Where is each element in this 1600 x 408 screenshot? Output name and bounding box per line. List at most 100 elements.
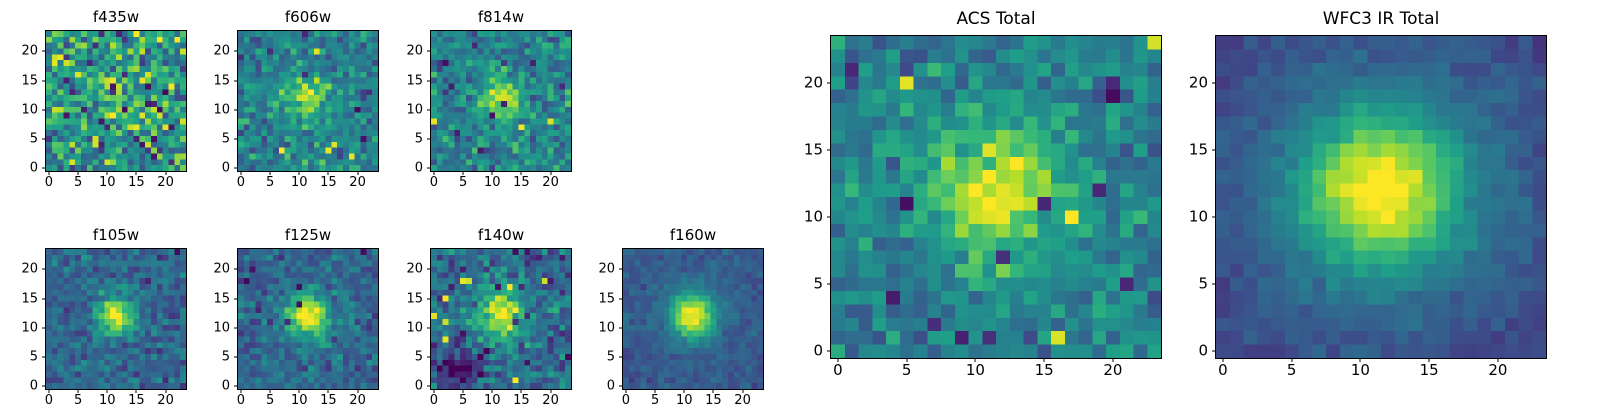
y-tick-mark: [234, 109, 238, 111]
y-tick-mark: [427, 268, 431, 270]
y-tick-label: 0: [1198, 341, 1208, 360]
y-tick-mark: [234, 138, 238, 140]
y-tick-label: 5: [221, 349, 230, 365]
y-tick-mark: [427, 138, 431, 140]
y-tick-mark: [42, 356, 46, 358]
y-tick-mark: [42, 138, 46, 140]
panel-title-f435w: f435w: [92, 8, 140, 26]
x-tick-mark: [77, 389, 79, 393]
x-tick-label: 15: [513, 393, 530, 408]
x-tick-mark: [433, 171, 435, 175]
panel-title-f606w: f606w: [284, 8, 332, 26]
y-tick-mark: [42, 327, 46, 329]
y-tick-label: 0: [606, 378, 615, 394]
x-tick-label: 10: [483, 175, 501, 190]
y-tick-label: 15: [406, 73, 423, 89]
x-tick-mark: [135, 171, 137, 175]
x-tick-label: 0: [44, 175, 54, 190]
x-tick-mark: [48, 389, 50, 393]
x-tick-label: 15: [705, 393, 722, 408]
y-tick-label: 20: [213, 261, 230, 277]
y-tick-label: 10: [803, 207, 823, 226]
x-tick-label: 5: [265, 393, 275, 408]
heatmap-canvas-f606w: [238, 31, 378, 171]
y-tick-mark: [234, 268, 238, 270]
x-tick-label: 15: [128, 393, 145, 408]
x-tick-label: 10: [675, 393, 693, 408]
panel-title-f814w: f814w: [477, 8, 525, 26]
x-tick-label: 5: [458, 175, 468, 190]
panel-wfc3-ir-total: WFC3 IR Total 0 5 10 15 20 0 5 10 15 20: [1189, 11, 1547, 378]
heatmap-canvas-f435w: [46, 31, 186, 171]
y-tick-mark: [42, 298, 46, 300]
y-tick-mark: [234, 385, 238, 387]
x-tick-label: 20: [157, 175, 174, 190]
y-tick-label: 5: [813, 274, 823, 293]
x-tick-mark: [1222, 358, 1224, 362]
y-tick-mark: [827, 350, 831, 352]
x-tick-mark: [433, 389, 435, 393]
x-tick-label: 0: [429, 393, 439, 408]
y-tick-label: 10: [406, 320, 423, 336]
x-tick-mark: [1043, 358, 1045, 362]
y-tick-label: 10: [598, 320, 615, 336]
y-tick-mark: [42, 80, 46, 82]
y-tick-label: 0: [813, 341, 823, 360]
x-tick-mark: [654, 389, 656, 393]
y-tick-mark: [42, 50, 46, 52]
y-tick-label: 10: [213, 102, 230, 118]
panel-f105w: f105w 0 5 10 15 20 0 5 10 15 20: [21, 228, 187, 407]
panel-f606w: f606w 0 5 10 15 20 0 5 10 15 20: [213, 10, 379, 189]
x-tick-mark: [135, 389, 137, 393]
y-tick-mark: [234, 50, 238, 52]
x-tick-mark: [298, 171, 300, 175]
y-tick-mark: [619, 268, 623, 270]
x-tick-mark: [550, 171, 552, 175]
x-tick-mark: [77, 171, 79, 175]
y-tick-label: 20: [598, 261, 615, 277]
x-tick-label: 10: [98, 393, 116, 408]
x-tick-mark: [462, 389, 464, 393]
x-tick-mark: [165, 389, 167, 393]
y-tick-mark: [619, 385, 623, 387]
y-tick-mark: [42, 268, 46, 270]
y-tick-label: 20: [803, 73, 823, 92]
x-tick-mark: [327, 389, 329, 393]
x-tick-mark: [357, 171, 359, 175]
x-tick-label: 15: [128, 175, 145, 190]
y-tick-mark: [827, 216, 831, 218]
x-tick-label: 20: [349, 393, 366, 408]
y-tick-label: 15: [406, 291, 423, 307]
x-tick-mark: [491, 389, 493, 393]
panel-title-wfc3-ir-total: WFC3 IR Total: [1322, 9, 1440, 29]
y-tick-mark: [827, 283, 831, 285]
y-tick-label: 15: [1188, 140, 1208, 159]
heatmap-canvas-f125w: [238, 249, 378, 389]
x-tick-mark: [269, 171, 271, 175]
y-tick-mark: [619, 298, 623, 300]
x-tick-mark: [240, 171, 242, 175]
x-tick-mark: [625, 389, 627, 393]
y-tick-label: 10: [1188, 207, 1208, 226]
x-tick-mark: [48, 171, 50, 175]
x-tick-label: 5: [73, 393, 83, 408]
y-tick-label: 20: [406, 43, 423, 59]
x-tick-mark: [491, 171, 493, 175]
y-tick-label: 20: [21, 261, 38, 277]
y-tick-label: 10: [21, 102, 38, 118]
panel-f435w: f435w 0 5 10 15 20 0 5 10 15 20: [21, 10, 187, 189]
x-tick-mark: [1359, 358, 1361, 362]
y-tick-label: 15: [598, 291, 615, 307]
x-tick-mark: [906, 358, 908, 362]
x-tick-mark: [974, 358, 976, 362]
y-tick-label: 0: [221, 378, 230, 394]
x-tick-label: 20: [734, 393, 751, 408]
x-tick-mark: [298, 389, 300, 393]
x-tick-label: 15: [513, 175, 530, 190]
y-tick-label: 5: [29, 131, 38, 147]
x-tick-label: 10: [98, 175, 116, 190]
y-tick-mark: [427, 385, 431, 387]
y-tick-mark: [427, 50, 431, 52]
y-tick-mark: [1212, 82, 1216, 84]
x-tick-mark: [683, 389, 685, 393]
